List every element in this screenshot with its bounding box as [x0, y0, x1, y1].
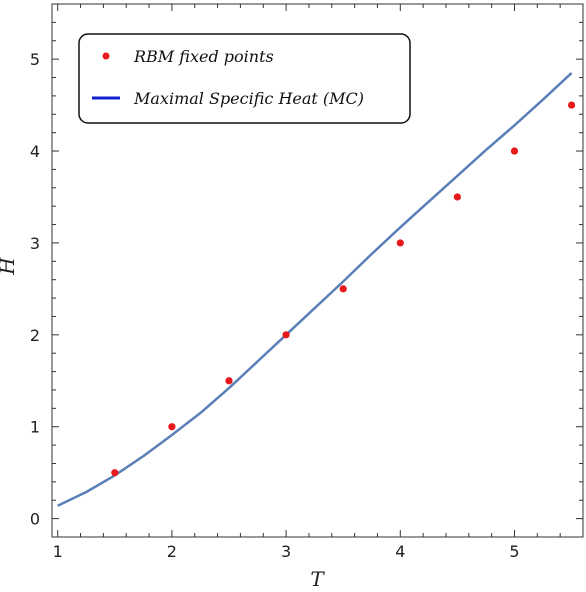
y-tick-label: 1 [30, 418, 40, 437]
legend-marker-rbm [102, 52, 110, 60]
rbm-point [453, 193, 461, 201]
plot-frame [51, 3, 584, 538]
scatter-series [111, 101, 576, 477]
x-tick-label: 2 [167, 542, 177, 561]
x-tick-label: 3 [281, 542, 291, 561]
axis-ticks [52, 4, 583, 537]
legend: RBM fixed points Maximal Specific Heat (… [78, 33, 411, 124]
y-tick-label: 0 [30, 510, 40, 529]
legend-label-mc: Maximal Specific Heat (MC) [133, 89, 364, 108]
rbm-point [282, 331, 290, 339]
y-tick-label: 3 [30, 234, 40, 253]
rbm-point [510, 147, 519, 155]
x-tick-label: 4 [395, 542, 405, 561]
y-tick-label: 4 [30, 142, 40, 161]
rbm-point [567, 101, 576, 109]
rbm-point [396, 239, 404, 247]
line-series [57, 71, 573, 507]
rbm-point [111, 469, 119, 477]
x-axis-title: T [310, 567, 325, 591]
rbm-point [225, 377, 233, 385]
legend-box [78, 33, 411, 124]
legend-label-rbm: RBM fixed points [133, 47, 274, 66]
y-tick-label: 2 [30, 326, 40, 345]
y-axis-title: H [0, 257, 19, 276]
plot-border [51, 3, 584, 538]
x-tick-label: 5 [509, 542, 519, 561]
x-tick-label: 1 [53, 542, 63, 561]
rbm-point [168, 423, 176, 431]
mc-curve [57, 71, 573, 507]
rbm-point [339, 285, 347, 293]
y-tick-label: 5 [30, 50, 40, 69]
